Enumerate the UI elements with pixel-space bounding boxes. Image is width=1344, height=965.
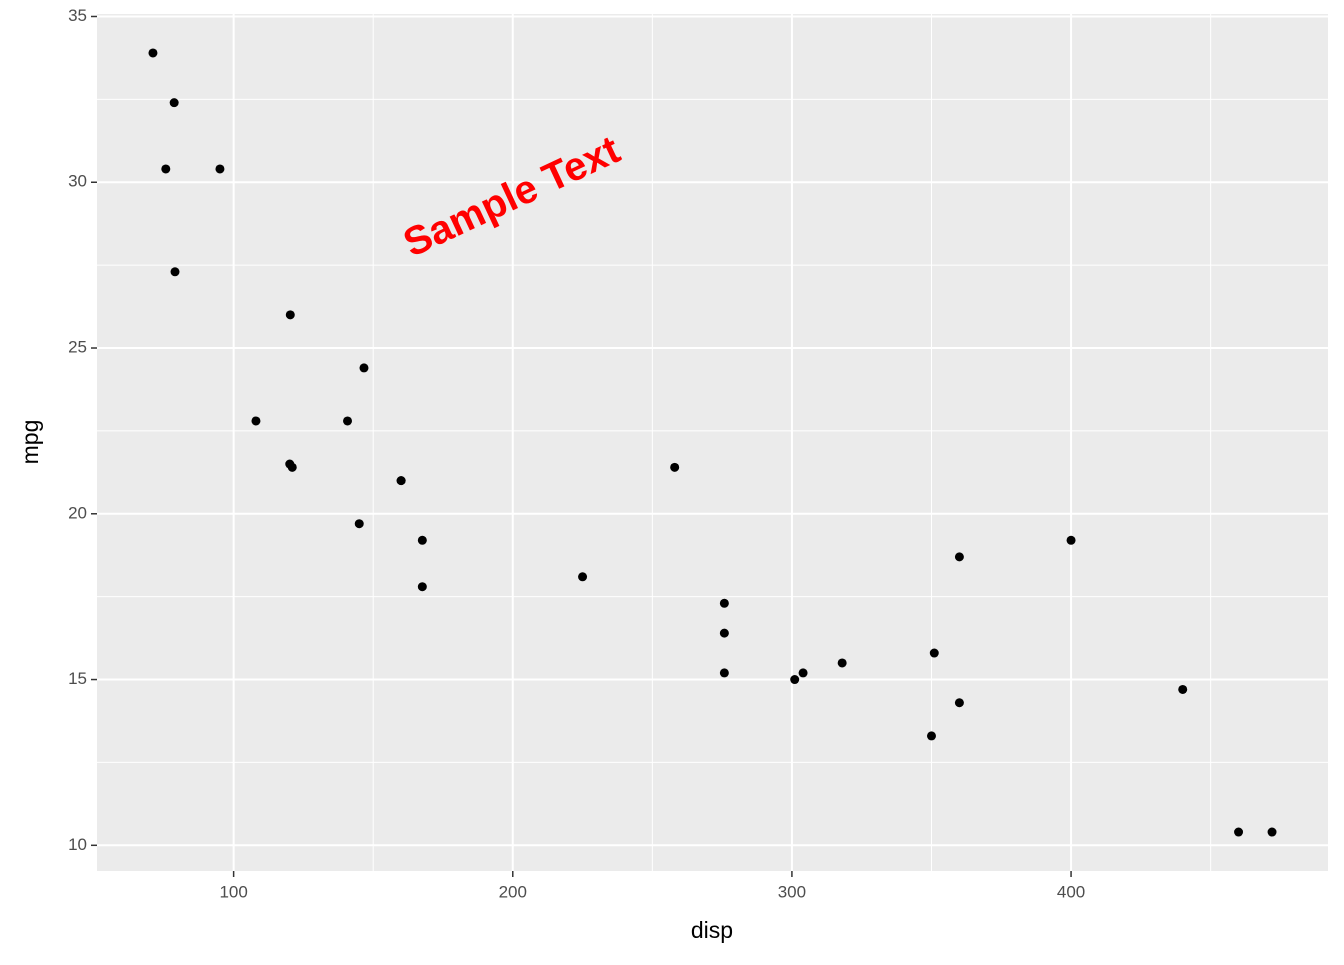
y-tick-label: 30 <box>68 172 87 191</box>
point <box>417 582 427 592</box>
point <box>670 462 680 472</box>
x-tick-label: 200 <box>499 882 527 901</box>
point <box>929 648 939 658</box>
point <box>148 48 158 58</box>
point <box>170 267 180 277</box>
point <box>719 668 729 678</box>
point <box>926 731 936 741</box>
point <box>954 552 964 562</box>
point <box>287 462 297 472</box>
point <box>954 698 964 708</box>
point <box>343 416 353 426</box>
point <box>1234 827 1244 837</box>
y-tick-label: 35 <box>68 6 87 25</box>
point <box>1178 684 1188 694</box>
point <box>798 668 808 678</box>
point <box>1066 535 1076 545</box>
point <box>215 164 225 174</box>
point <box>578 572 588 582</box>
point <box>396 476 406 486</box>
y-tick-label: 10 <box>68 835 87 854</box>
y-tick-label: 20 <box>68 503 87 522</box>
y-tick-label: 25 <box>68 337 87 356</box>
x-axis-title: disp <box>691 917 733 943</box>
x-tick-label: 400 <box>1057 882 1085 901</box>
point <box>285 310 295 320</box>
point <box>169 98 179 108</box>
point <box>719 628 729 638</box>
panel <box>97 14 1328 871</box>
point <box>161 164 171 174</box>
point <box>251 416 261 426</box>
point <box>354 519 364 529</box>
y-axis-title: mpg <box>17 420 43 465</box>
y-tick-label: 15 <box>68 669 87 688</box>
point <box>359 363 369 373</box>
x-tick-label: 100 <box>219 882 247 901</box>
x-tick-label: 300 <box>778 882 806 901</box>
point <box>1267 827 1277 837</box>
point <box>417 535 427 545</box>
point <box>719 598 729 608</box>
point <box>790 675 800 685</box>
point <box>837 658 847 668</box>
